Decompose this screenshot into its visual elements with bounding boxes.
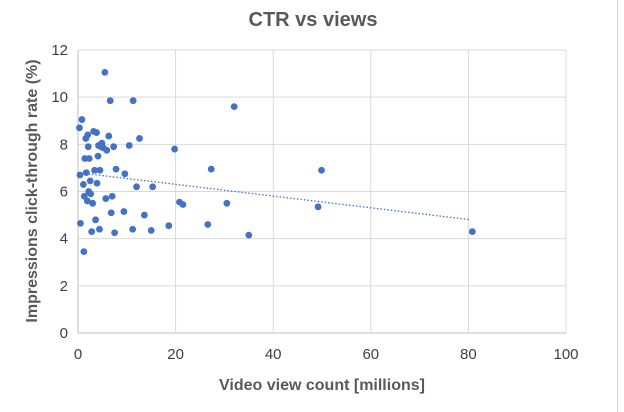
y-axis-title: Impressions click-through rate (%)	[24, 59, 41, 322]
data-point	[103, 146, 111, 154]
data-point	[125, 142, 133, 149]
y-tick-label: 0	[60, 325, 68, 342]
data-point	[78, 116, 86, 123]
data-point	[92, 216, 99, 224]
y-tick-label: 6	[60, 184, 68, 201]
data-point	[149, 183, 157, 191]
data-point	[79, 181, 87, 188]
data-point	[147, 227, 155, 234]
data-point	[120, 208, 128, 215]
y-tick-label: 4	[60, 231, 68, 248]
data-point	[84, 131, 92, 139]
data-point	[133, 183, 140, 191]
y-tick-label: 8	[60, 136, 68, 153]
data-point	[91, 166, 98, 174]
data-point	[86, 177, 94, 185]
data-point	[93, 129, 100, 136]
data-point	[129, 225, 137, 233]
data-point	[82, 169, 90, 177]
data-point	[76, 124, 83, 132]
x-tick-label: 100	[553, 346, 578, 363]
data-point	[223, 199, 231, 207]
data-point	[121, 170, 129, 178]
y-axis-ticks: 0 2 4 6 8 10 12	[51, 42, 68, 342]
trendline-group	[77, 171, 471, 221]
chart-title: CTR vs views	[249, 9, 378, 31]
data-point	[84, 143, 92, 151]
data-point	[318, 166, 325, 174]
data-point	[88, 228, 96, 235]
data-point	[101, 69, 109, 76]
gridlines	[77, 49, 567, 334]
data-point	[129, 97, 137, 105]
data-point	[179, 201, 187, 208]
data-point	[96, 166, 104, 174]
data-point	[102, 195, 110, 202]
data-point	[468, 228, 476, 235]
y-tick-label: 10	[51, 89, 68, 106]
data-point	[83, 197, 91, 205]
data-point	[96, 225, 103, 233]
data-point	[80, 248, 88, 256]
data-point	[111, 229, 118, 237]
data-point	[207, 165, 215, 173]
data-point	[105, 132, 113, 140]
data-point	[87, 190, 95, 198]
x-tick-label: 60	[362, 346, 379, 363]
data-point	[230, 103, 238, 110]
data-point	[165, 222, 173, 230]
data-point	[112, 165, 120, 173]
data-point	[77, 219, 84, 227]
y-tick-label: 12	[51, 42, 68, 59]
data-point	[93, 179, 101, 187]
x-tick-label: 80	[460, 346, 477, 363]
data-point	[245, 231, 253, 239]
data-point	[140, 211, 148, 219]
data-point	[204, 221, 212, 228]
data-point	[314, 203, 322, 211]
data-point	[89, 199, 97, 207]
x-tick-label: 20	[167, 346, 184, 363]
x-tick-label: 0	[74, 346, 82, 363]
data-point	[107, 209, 115, 217]
x-axis-ticks: 0 20 40 60 80 100	[74, 346, 579, 363]
data-point	[110, 143, 118, 151]
data-point	[136, 135, 143, 142]
y-tick-label: 2	[60, 278, 68, 295]
x-axis-title: Video view count [millions]	[219, 377, 425, 394]
data-point	[76, 171, 84, 179]
data-point	[106, 97, 114, 105]
data-point	[108, 192, 116, 200]
data-points	[76, 69, 476, 256]
trendline	[77, 171, 471, 221]
data-point	[85, 155, 93, 162]
x-tick-label: 40	[265, 346, 282, 363]
data-point	[94, 152, 102, 160]
data-point	[171, 145, 179, 153]
